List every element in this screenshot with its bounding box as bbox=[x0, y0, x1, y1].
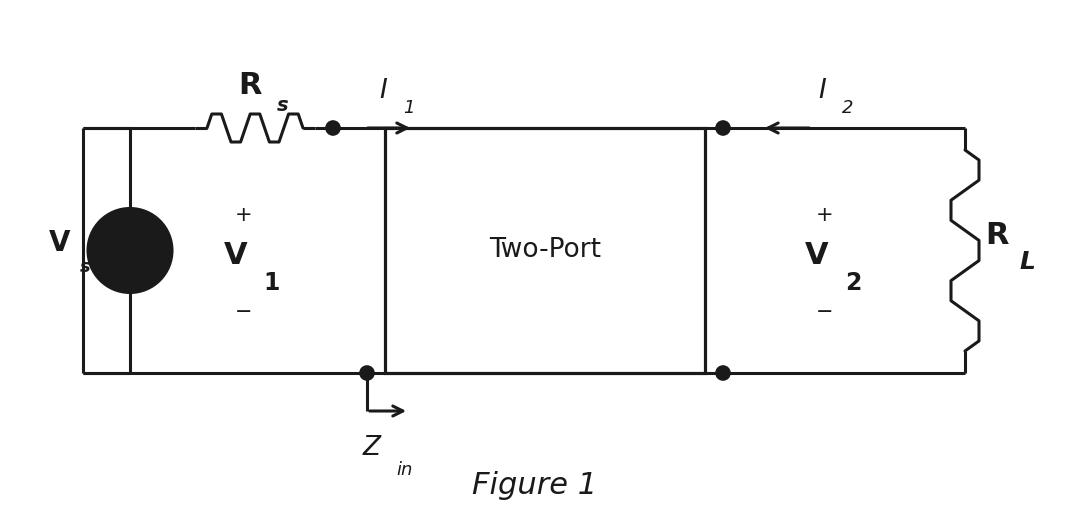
Text: V: V bbox=[224, 241, 247, 270]
Text: V: V bbox=[805, 241, 829, 270]
Text: I: I bbox=[379, 78, 387, 104]
Text: Two-Port: Two-Port bbox=[489, 238, 601, 263]
Circle shape bbox=[361, 366, 374, 380]
Circle shape bbox=[88, 209, 172, 293]
Text: s: s bbox=[79, 259, 90, 277]
Text: L: L bbox=[1020, 250, 1035, 275]
Circle shape bbox=[716, 366, 729, 380]
Text: V: V bbox=[49, 230, 71, 258]
Text: I: I bbox=[818, 78, 826, 104]
Text: Figure 1: Figure 1 bbox=[472, 472, 598, 501]
Text: −: − bbox=[121, 254, 139, 275]
Text: −: − bbox=[236, 303, 253, 323]
Text: Z: Z bbox=[363, 435, 381, 461]
Text: 2: 2 bbox=[842, 99, 854, 117]
Circle shape bbox=[327, 121, 340, 135]
Text: 2: 2 bbox=[845, 270, 861, 295]
Text: 1: 1 bbox=[404, 99, 414, 117]
Text: +: + bbox=[816, 205, 834, 225]
Text: in: in bbox=[397, 461, 413, 479]
Text: R: R bbox=[985, 221, 1009, 250]
Circle shape bbox=[716, 121, 729, 135]
Text: −: − bbox=[816, 303, 833, 323]
Bar bbox=[384, 128, 705, 373]
Text: R: R bbox=[238, 71, 261, 100]
Text: +: + bbox=[122, 228, 138, 247]
Text: 1: 1 bbox=[263, 270, 281, 295]
Text: +: + bbox=[236, 205, 253, 225]
Text: s: s bbox=[277, 97, 289, 116]
